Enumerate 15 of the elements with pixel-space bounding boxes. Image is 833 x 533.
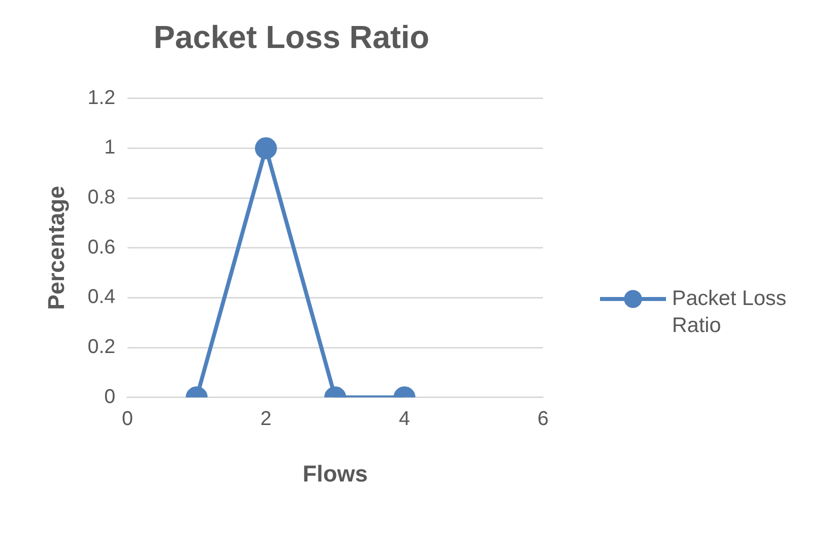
chart-title: Packet Loss Ratio — [154, 19, 430, 56]
y-tick-label: 0.4 — [88, 286, 116, 308]
x-tick-label: 4 — [398, 408, 410, 430]
y-tick-label: 0.6 — [88, 236, 116, 258]
y-tick-label: 1.2 — [88, 86, 116, 109]
y-tick-label: 0.2 — [88, 336, 116, 358]
y-axis-title: Percentage — [43, 186, 70, 310]
x-tick-label: 2 — [260, 408, 272, 430]
x-axis-title: Flows — [302, 460, 368, 487]
x-tick-label: 0 — [122, 408, 133, 430]
y-tick-label: 0 — [104, 386, 116, 408]
x-tick-label: 6 — [537, 408, 549, 430]
legend-label: Packet Loss Ratio — [672, 286, 788, 340]
y-tick-label: 0.8 — [88, 186, 116, 209]
y-tick-label: 1 — [104, 136, 116, 159]
